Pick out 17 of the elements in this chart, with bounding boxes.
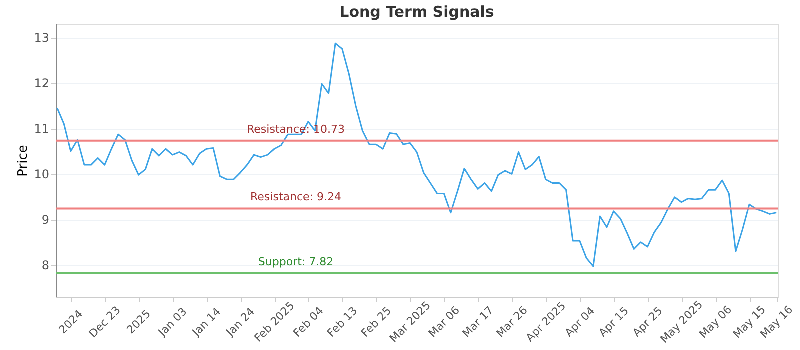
- ref-line-label: Support: 7.82: [258, 255, 334, 268]
- y-tick-label: 11: [34, 122, 50, 136]
- y-axis-title: Price: [16, 145, 32, 177]
- y-tick-label: 13: [34, 31, 50, 46]
- x-tick-label: Mar 17: [460, 304, 496, 340]
- line-series: [56, 42, 778, 268]
- x-tick-label: Dec 23: [86, 304, 124, 340]
- y-tick-label: 10: [34, 168, 50, 182]
- chart-title: Long Term Signals: [340, 3, 494, 21]
- y-tick-label: 12: [34, 76, 50, 91]
- x-tick-label: Jan 14: [189, 305, 224, 340]
- ref-line-label: Resistance: 9.24: [250, 190, 342, 204]
- x-tick-label: Jan 03: [155, 305, 190, 340]
- y-tick-label: 8: [42, 258, 50, 273]
- x-tick-label: Feb 13: [324, 304, 360, 340]
- x-tick-label: Apr 15: [596, 304, 632, 340]
- y-tick-label: 9: [42, 213, 50, 228]
